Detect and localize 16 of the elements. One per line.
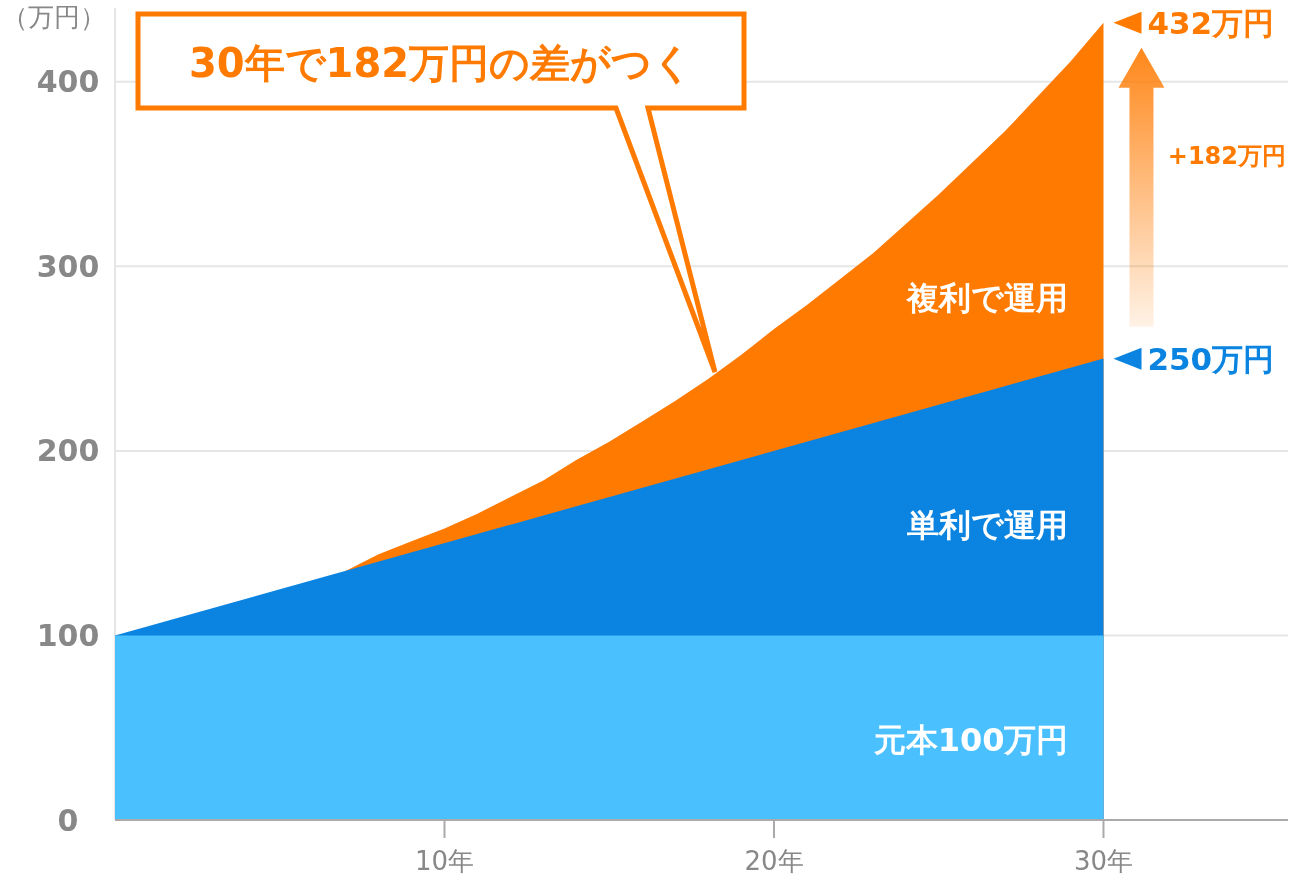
y-tick-label: 400 — [36, 64, 100, 100]
y-tick-label: 200 — [36, 433, 100, 469]
data-label: 432万円 — [1147, 4, 1275, 41]
y-tick-label: 0 — [57, 802, 79, 838]
y-tick-label: 100 — [36, 617, 100, 653]
x-tick-label: 30年 — [1073, 846, 1134, 876]
annotation: 30年で182万円の差がつく — [188, 40, 694, 86]
data-label: 250万円 — [1147, 340, 1275, 377]
annotation: +182万円 — [1167, 141, 1286, 170]
series-label: 元本100万円 — [872, 721, 1069, 759]
y-axis-title: （万円） — [2, 2, 106, 32]
x-tick-label: 10年 — [414, 846, 475, 876]
series-label: 複利で運用 — [905, 279, 1069, 317]
series-label: 単利で運用 — [907, 506, 1069, 544]
y-tick-label: 300 — [36, 248, 100, 284]
x-tick-label: 20年 — [744, 846, 804, 876]
